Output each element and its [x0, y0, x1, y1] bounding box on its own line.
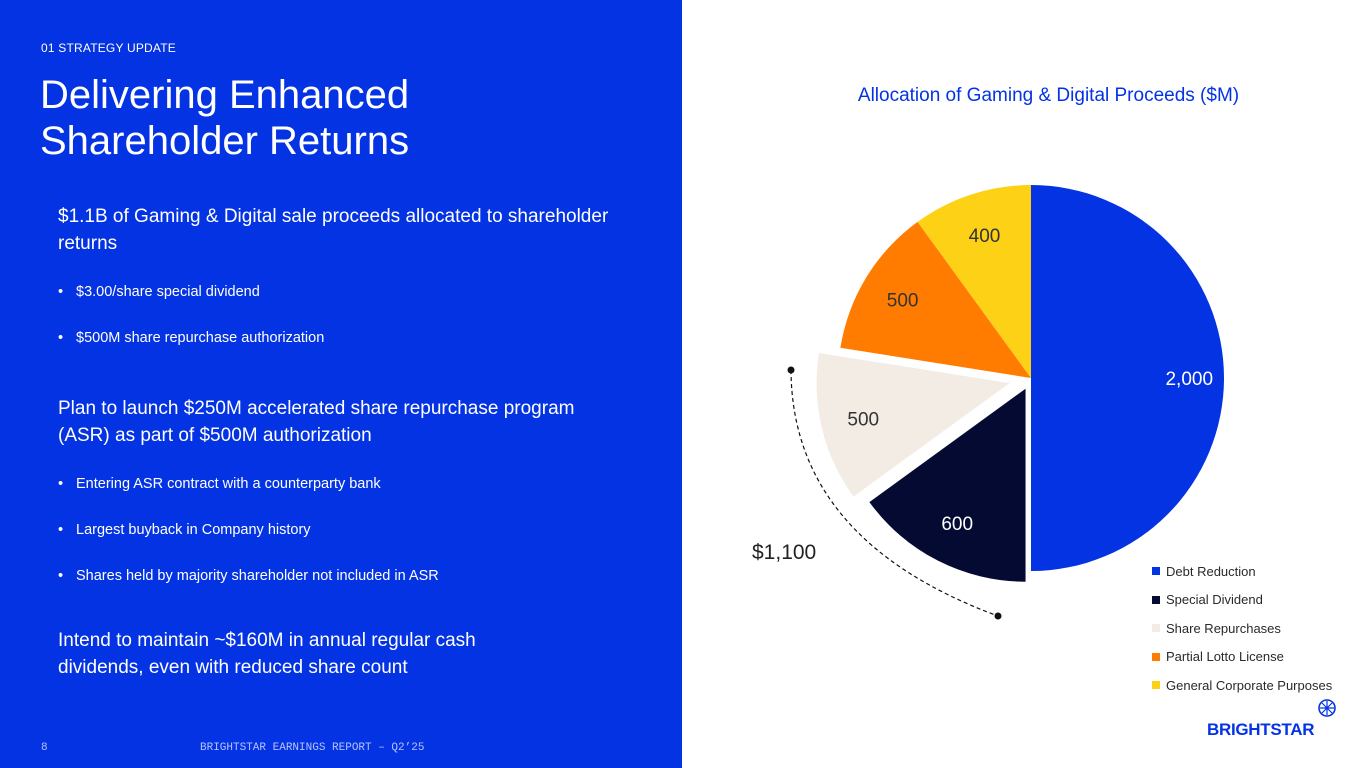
bullet-icon: •: [58, 330, 64, 346]
bullet-item: • $3.00/share special dividend: [58, 284, 618, 300]
legend-swatch: [1152, 681, 1160, 690]
section-kicker: 01 STRATEGY UPDATE: [41, 41, 176, 55]
legend-label: Partial Lotto License: [1166, 649, 1284, 665]
data-label: 500: [887, 290, 919, 311]
left-panel: 01 STRATEGY UPDATE Delivering Enhanced S…: [0, 0, 682, 768]
lead-text-3: Intend to maintain ~$160M in annual regu…: [58, 630, 476, 678]
annotation-total: $1,100: [752, 541, 816, 564]
pie-slice-debt-reduction: [1031, 185, 1224, 571]
legend-label: Special Dividend: [1166, 592, 1263, 608]
bullet-item: • Entering ASR contract with a counterpar…: [58, 476, 618, 492]
bullet-text: $3.00/share special dividend: [76, 284, 260, 300]
pie-chart: 2,000 600 500 500 400 $1,100: [752, 185, 1224, 620]
legend-label: Debt Reduction: [1166, 563, 1256, 579]
lead-text-2: Plan to launch $250M accelerated share r…: [58, 398, 575, 446]
star-logo-icon: [1318, 699, 1336, 717]
slide-title: Delivering Enhanced Shareholder Returns: [40, 73, 410, 163]
pie-slice-special-dividend: [869, 388, 1026, 582]
bullet-text: Largest buyback in Company history: [76, 522, 311, 538]
bullet-item: • $500M share repurchase authorization: [58, 330, 618, 346]
logo-text: BRIGHTSTAR: [1207, 720, 1315, 739]
chart-legend: Debt Reduction Special Dividend Share Repu…: [1152, 557, 1332, 700]
pie-slice-general-corporate-purposes: [917, 185, 1031, 378]
bullet-item: • Shares held by majority shareholder not…: [58, 568, 618, 584]
legend-item: Debt Reduction: [1152, 557, 1332, 586]
legend-label: Share Repurchases: [1166, 620, 1281, 636]
bullet-item: • Largest buyback in Company history: [58, 522, 618, 538]
pie-slice-partial-lotto-license: [840, 221, 1031, 378]
bullet-icon: •: [58, 476, 64, 492]
data-label: 500: [847, 409, 879, 430]
legend-item: Partial Lotto License: [1152, 643, 1332, 672]
data-label: 600: [941, 514, 973, 535]
legend-swatch: [1152, 595, 1160, 604]
brightstar-logo: BRIGHTSTAR: [1207, 699, 1336, 739]
chart-title: Allocation of Gaming & Digital Proceeds …: [857, 85, 1240, 106]
legend-item: Share Repurchases: [1152, 614, 1332, 643]
page-number: 8: [41, 742, 48, 754]
lead-text-1: $1.1B of Gaming & Digital sale proceeds …: [58, 206, 609, 254]
legend-item: General Corporate Purposes: [1152, 671, 1332, 700]
bracket-dot: [787, 366, 795, 374]
legend-item: Special Dividend: [1152, 586, 1332, 615]
bullet-text: $500M share repurchase authorization: [76, 330, 325, 346]
data-label: 400: [969, 226, 1001, 247]
bracket-arc: [790, 369, 999, 617]
bracket-dot: [994, 612, 1002, 620]
footer-text: BRIGHTSTAR EARNINGS REPORT – Q2’25: [200, 742, 425, 754]
data-label: 2,000: [1165, 369, 1213, 390]
legend-label: General Corporate Purposes: [1166, 677, 1333, 693]
bullet-text: Entering ASR contract with a counterpart…: [76, 476, 381, 492]
legend-swatch: [1152, 567, 1160, 576]
legend-swatch: [1152, 624, 1160, 633]
pie-slice-share-repurchases: [816, 352, 1010, 497]
bullet-icon: •: [58, 568, 64, 584]
legend-swatch: [1152, 652, 1160, 661]
chart-panel: Allocation of Gaming & Digital Proceeds …: [682, 0, 1365, 768]
bullet-icon: •: [58, 284, 64, 300]
bullet-icon: •: [58, 522, 64, 538]
bullet-text: Shares held by majority shareholder not …: [76, 568, 439, 584]
